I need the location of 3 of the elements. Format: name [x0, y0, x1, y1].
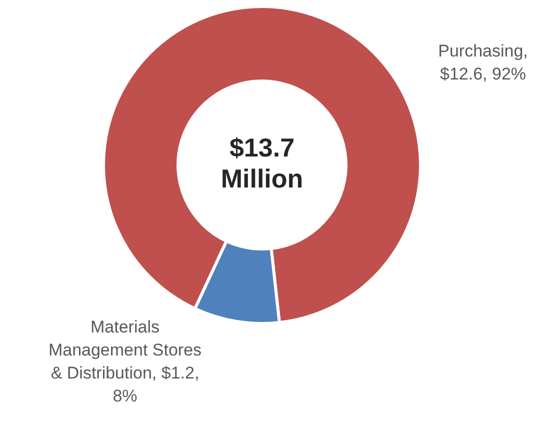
text: $13.7 Million	[220, 132, 304, 194]
slice-label: Purchasing, $12.6, 92%	[438, 42, 528, 84]
slice-label: Materials Management Stores & Distribution, $1.2, 8%	[48, 318, 202, 406]
